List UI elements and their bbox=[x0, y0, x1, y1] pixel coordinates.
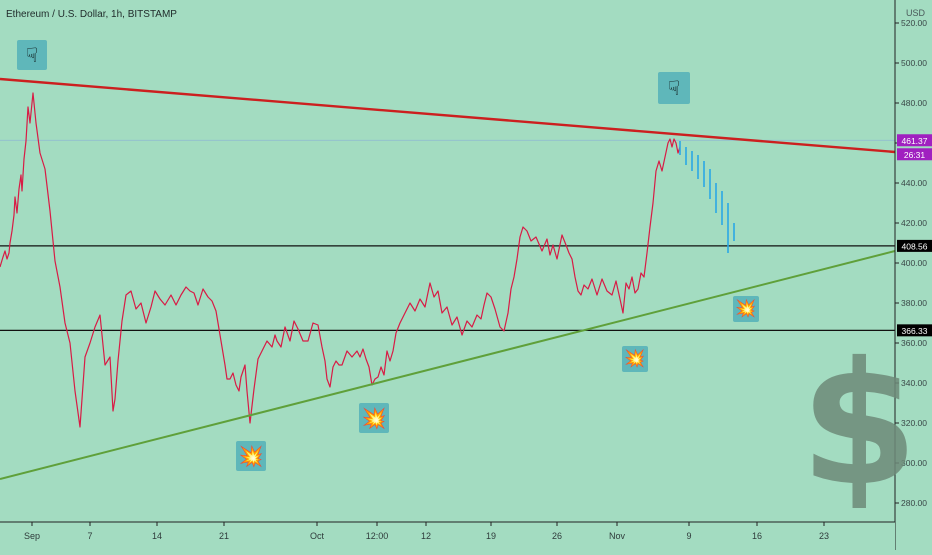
y-tick-label: 280.00 bbox=[901, 498, 927, 508]
currency-label: USD bbox=[906, 8, 926, 18]
y-tick-label: 320.00 bbox=[901, 418, 927, 428]
y-tick-label: 500.00 bbox=[901, 58, 927, 68]
x-tick-label: 19 bbox=[486, 531, 496, 541]
dollar-watermark: $ bbox=[800, 326, 919, 524]
y-tick-label: 420.00 bbox=[901, 218, 927, 228]
x-tick-label: 21 bbox=[219, 531, 229, 541]
level-badge-bg bbox=[897, 324, 932, 337]
y-tick-label: 300.00 bbox=[901, 458, 927, 468]
support-trend-line bbox=[0, 250, 896, 480]
x-tick-label: 7 bbox=[87, 531, 92, 541]
countdown-badge-bg bbox=[897, 148, 932, 161]
explosion-icon: 💥 bbox=[733, 296, 759, 322]
y-tick-label: 400.00 bbox=[901, 258, 927, 268]
y-tick-label: 480.00 bbox=[901, 98, 927, 108]
x-tick-label: 12 bbox=[421, 531, 431, 541]
plot-area bbox=[0, 0, 895, 522]
level-badge: 366.33 bbox=[902, 326, 928, 336]
hand-pointing-down-icon: ☟ bbox=[658, 72, 690, 104]
y-tick-label: 360.00 bbox=[901, 338, 927, 348]
x-tick-label: 9 bbox=[686, 531, 691, 541]
time-axis-panel bbox=[0, 522, 895, 550]
x-tick-label: Nov bbox=[609, 531, 626, 541]
explosion-icon: 💥 bbox=[236, 441, 266, 471]
y-tick-label: 440.00 bbox=[901, 178, 927, 188]
countdown-badge: 26:31 bbox=[904, 150, 926, 160]
price-series-line bbox=[0, 92, 681, 428]
x-tick-label: 16 bbox=[752, 531, 762, 541]
resistance-trend-line bbox=[0, 77, 896, 154]
x-tick-label: 26 bbox=[552, 531, 562, 541]
chart-title: Ethereum / U.S. Dollar, 1h, BITSTAMP bbox=[6, 9, 177, 20]
level-badge-bg bbox=[897, 239, 932, 252]
x-tick-label: Sep bbox=[24, 531, 40, 541]
y-tick-label: 340.00 bbox=[901, 378, 927, 388]
y-tick-label: 380.00 bbox=[901, 298, 927, 308]
x-tick-label: 23 bbox=[819, 531, 829, 541]
price-axis-panel bbox=[895, 0, 932, 550]
x-tick-label: 12:00 bbox=[366, 531, 389, 541]
last-price-badge-bg bbox=[897, 134, 932, 147]
x-tick-label: Oct bbox=[310, 531, 325, 541]
y-tick-label: 520.00 bbox=[901, 18, 927, 28]
hand-pointing-down-icon: ☟ bbox=[17, 40, 47, 70]
level-badge: 408.56 bbox=[902, 241, 928, 251]
x-tick-label: 14 bbox=[152, 531, 162, 541]
explosion-icon: 💥 bbox=[622, 346, 648, 372]
explosion-icon: 💥 bbox=[359, 403, 389, 433]
last-price-badge: 461.37 bbox=[902, 136, 928, 146]
